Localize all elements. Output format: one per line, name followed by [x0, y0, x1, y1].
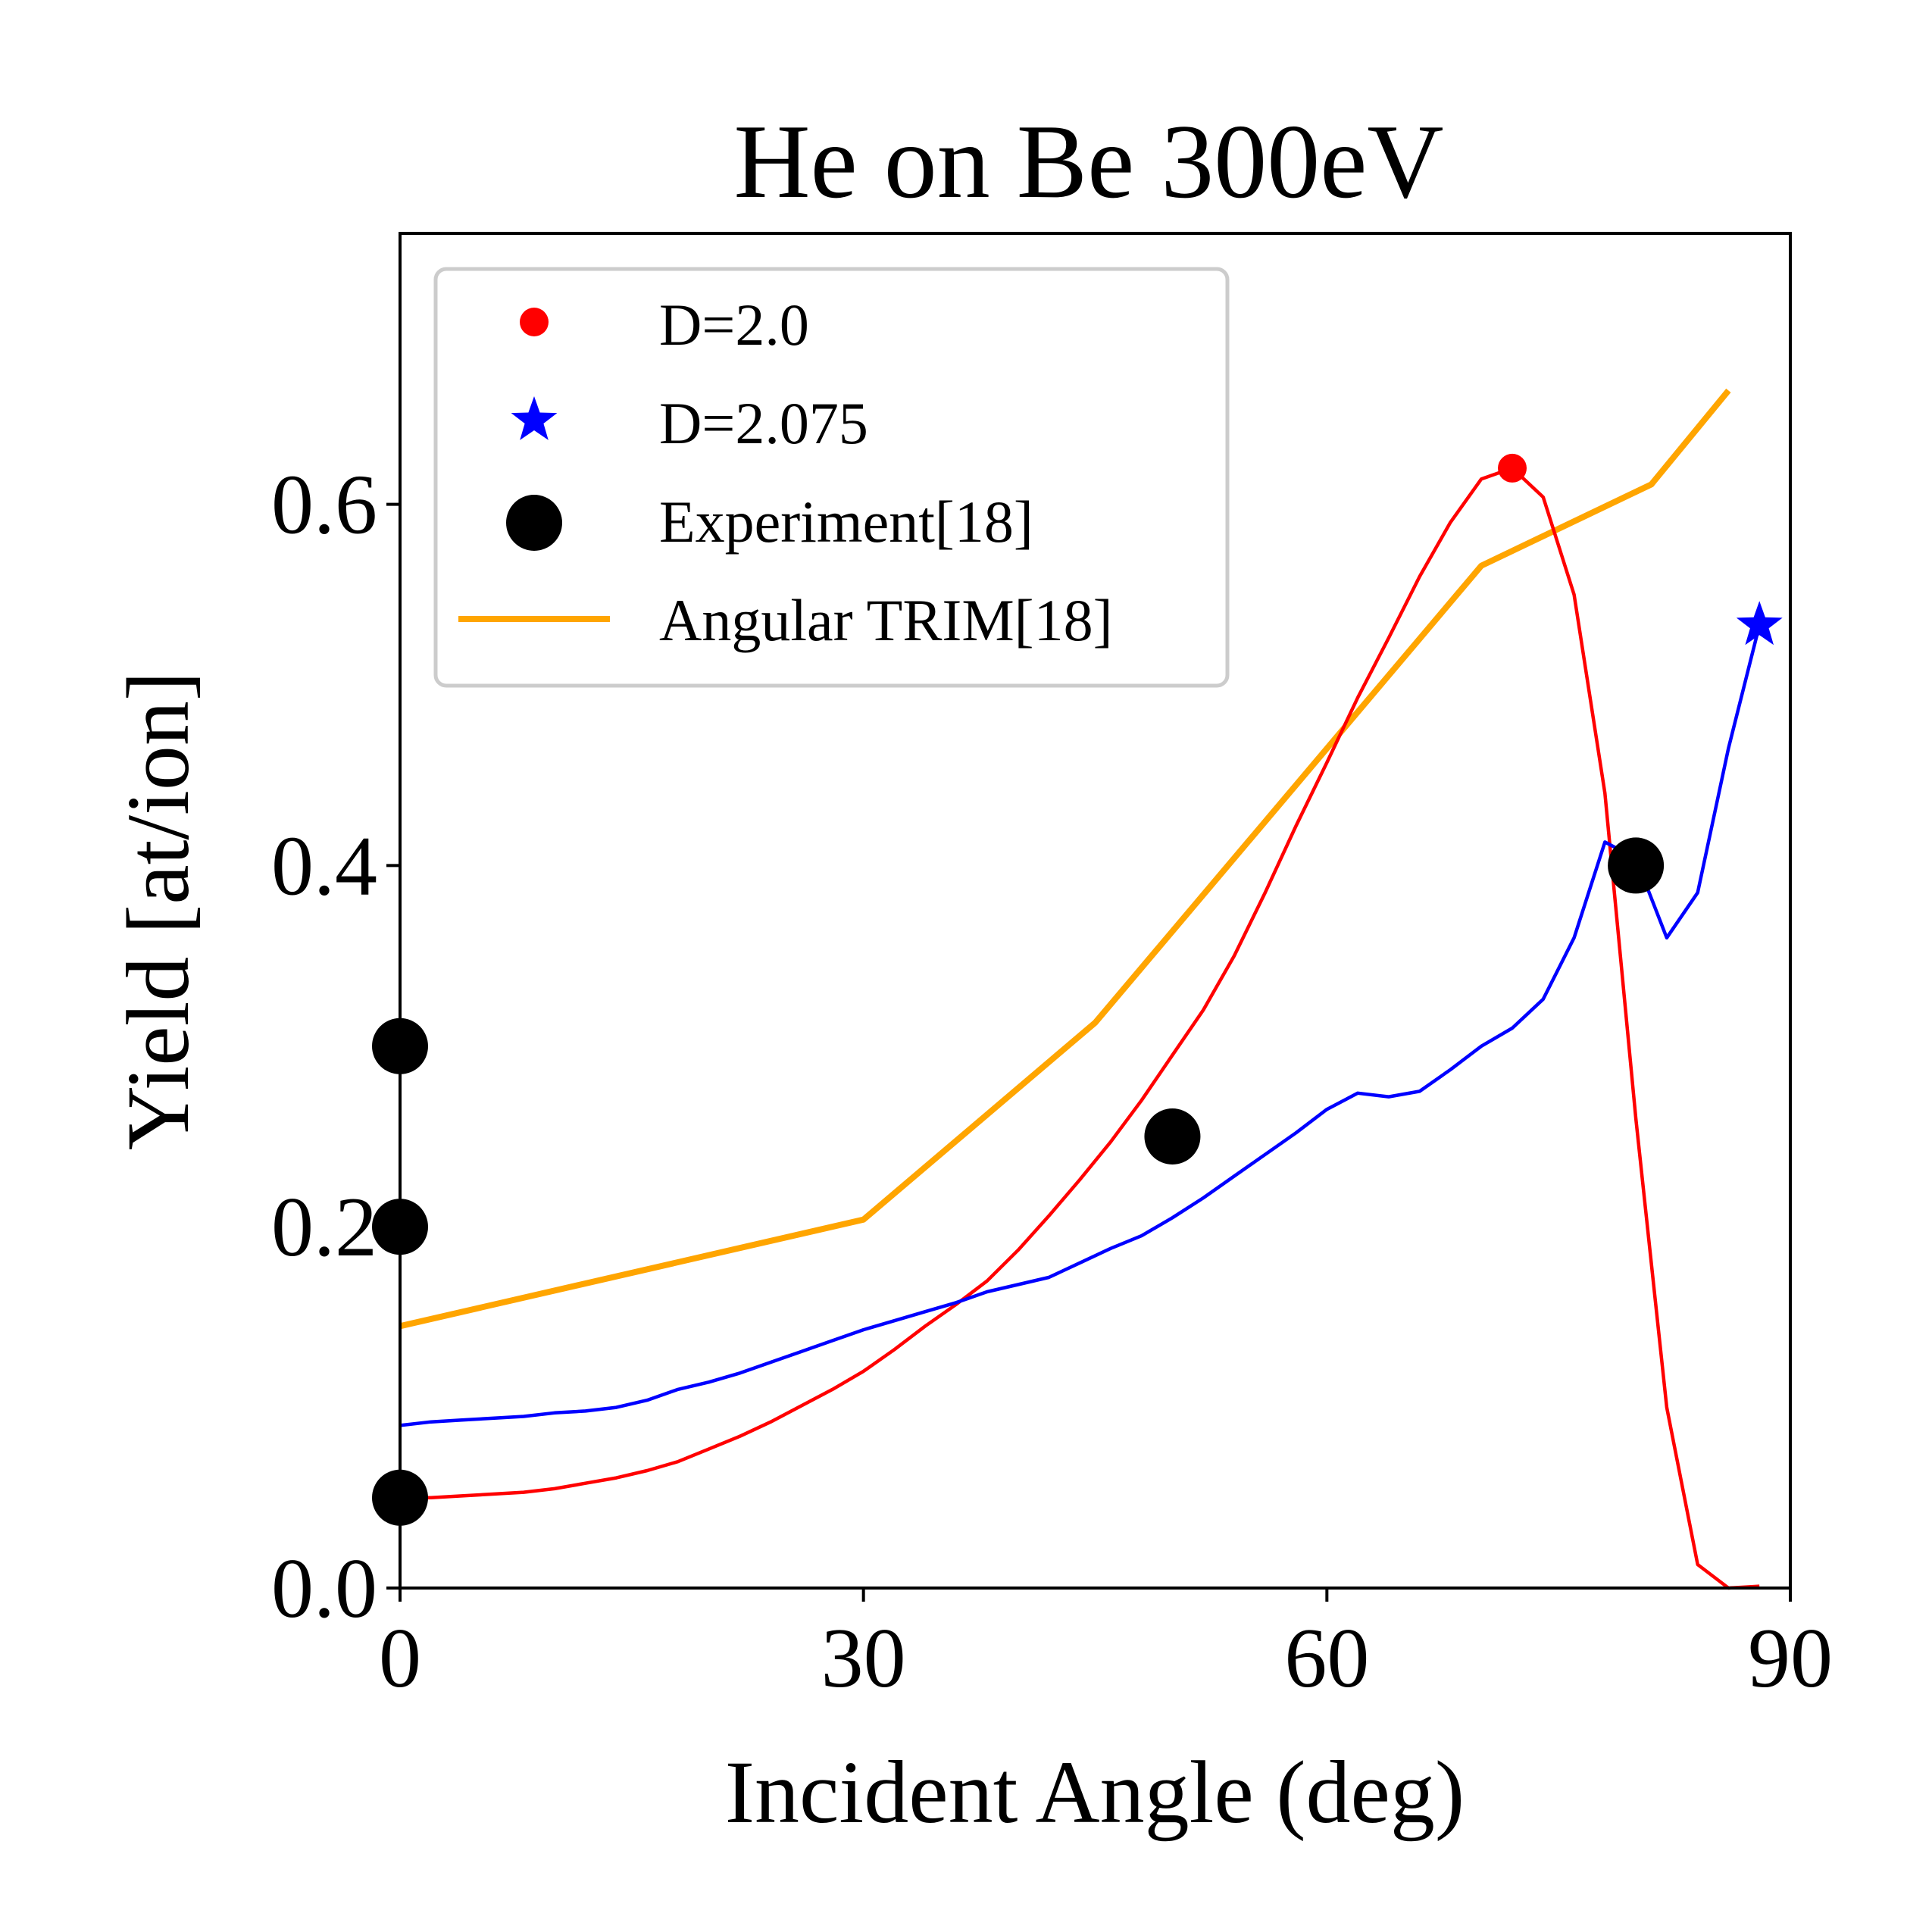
y-tick-label-3: 0.6 [271, 458, 377, 552]
series-line-d-2-0 [400, 466, 1760, 1590]
series-marker-d-2-075 [1736, 601, 1783, 646]
axis-ticks: 0 30 60 90 0.0 0.2 0.4 0.6 [271, 458, 1833, 1705]
legend-marker-experiment [506, 495, 562, 551]
experiment-point-3 [1144, 1108, 1201, 1165]
x-tick-label-30: 30 [821, 1612, 906, 1705]
x-tick-label-90: 90 [1748, 1612, 1833, 1705]
x-tick-label-0: 0 [379, 1612, 421, 1705]
legend-marker-d-2-075 [511, 396, 558, 440]
x-axis-label: Incident Angle (deg) [725, 1743, 1465, 1842]
legend-box [433, 267, 1230, 688]
legend-label-d-2-0: D=2.0 [659, 292, 809, 358]
legend-label-angular-trim: Angular TRIM[18] [659, 587, 1113, 653]
y-tick-label-0: 0.0 [271, 1542, 377, 1636]
plot-area [372, 388, 1783, 1590]
series-line-d-2-075 [399, 624, 1762, 1427]
legend-label-experiment: Experiment[18] [659, 489, 1033, 555]
y-axis-label: Yield [at/ion] [108, 671, 208, 1150]
legend-marker-d-2-0 [520, 308, 549, 336]
legend-label-d-2-075: D=2.075 [659, 390, 868, 456]
experiment-point-4 [1608, 837, 1665, 894]
x-tick-label-60: 60 [1284, 1612, 1369, 1705]
y-tick-label-1: 0.2 [271, 1180, 377, 1274]
plot-frame [399, 232, 1792, 1590]
series-line-angular-trim-18 [399, 388, 1731, 1330]
y-tick-label-2: 0.4 [271, 819, 377, 913]
legend: D=2.0 D=2.075 Experiment[18] Angular TRI… [433, 267, 1230, 688]
chart-title: He on Be 300eV [733, 103, 1443, 220]
series-marker-d-2-0 [1498, 453, 1527, 483]
